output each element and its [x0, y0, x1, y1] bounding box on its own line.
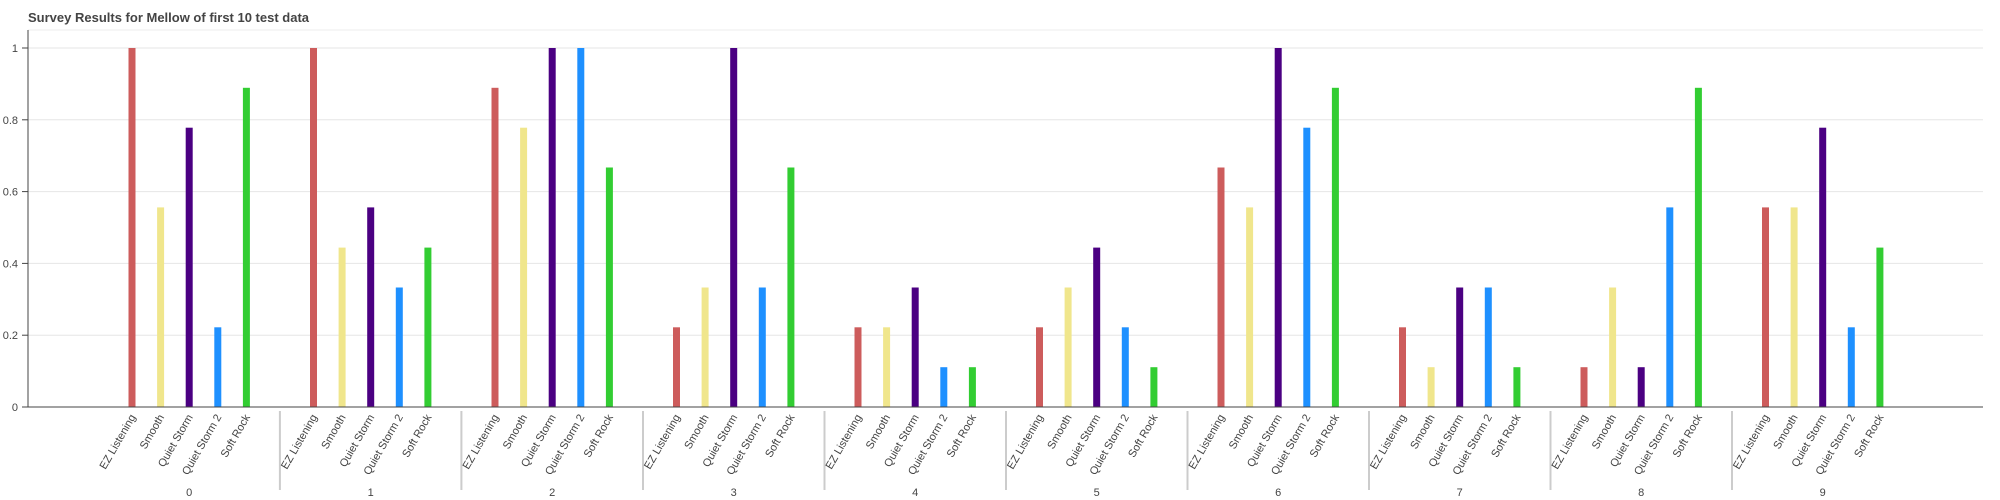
y-tick-label: 0.4: [3, 258, 18, 270]
bar-ez-listening-group-0: [128, 48, 136, 407]
category-label: Smooth: [864, 413, 893, 452]
group-label: 9: [1820, 487, 1826, 499]
category-label: EZ Listening: [824, 413, 865, 472]
group-label: 6: [1275, 487, 1281, 499]
bar-ez-listening-group-3: [673, 327, 680, 407]
category-label: EZ Listening: [642, 413, 683, 472]
bar-ez-listening-group-6: [1217, 167, 1225, 407]
bar-smooth-group-0: [157, 207, 165, 407]
bar-quiet-storm-2-group-3: [758, 287, 766, 407]
group-label: 7: [1457, 487, 1463, 499]
chart-title: Survey Results for Mellow of first 10 te…: [28, 10, 310, 25]
group-label: 8: [1638, 487, 1644, 499]
bar-soft-rock-group-0: [242, 87, 250, 408]
group-label: 0: [186, 487, 192, 499]
bar-quiet-storm-2-group-0: [214, 327, 222, 407]
group-label: 5: [1094, 487, 1100, 499]
category-label: EZ Listening: [1550, 413, 1591, 472]
category-label: Smooth: [1045, 413, 1074, 452]
bar-quiet-storm-group-0: [185, 127, 193, 407]
category-label: EZ Listening: [1731, 413, 1772, 472]
bar-smooth-group-4: [883, 327, 891, 407]
bar-soft-rock-group-7: [1513, 367, 1521, 407]
category-label: EZ Listening: [98, 413, 139, 472]
category-label: EZ Listening: [461, 413, 502, 472]
bar-soft-rock-group-9: [1876, 247, 1884, 407]
y-tick-label: 0.6: [3, 187, 18, 199]
bar-quiet-storm-group-6: [1274, 48, 1282, 407]
bar-quiet-storm-2-group-6: [1303, 127, 1311, 407]
bar-quiet-storm-group-8: [1637, 367, 1645, 407]
group-label: 1: [368, 487, 374, 499]
group-label: 3: [731, 487, 737, 499]
category-label: EZ Listening: [1005, 413, 1046, 472]
bar-quiet-storm-group-3: [730, 48, 738, 407]
bar-quiet-storm-group-9: [1819, 127, 1827, 407]
bar-soft-rock-group-1: [424, 247, 432, 407]
y-tick-label: 0.8: [3, 115, 18, 127]
bar-smooth-group-8: [1609, 287, 1617, 407]
category-label: EZ Listening: [1187, 413, 1228, 472]
y-tick-label: 0.2: [3, 330, 18, 342]
bar-smooth-group-2: [520, 127, 528, 407]
bar-quiet-storm-2-group-9: [1847, 327, 1855, 407]
bar-quiet-storm-2-group-1: [395, 287, 403, 407]
bar-quiet-storm-2-group-4: [940, 367, 948, 407]
bar-quiet-storm-2-group-2: [577, 48, 585, 407]
category-label: Smooth: [1227, 413, 1256, 452]
category-label: Smooth: [138, 413, 167, 452]
grid-lines: [28, 29, 1983, 336]
bar-soft-rock-group-6: [1331, 87, 1339, 408]
bar-ez-listening-group-1: [310, 48, 317, 407]
category-label: EZ Listening: [279, 413, 320, 472]
bar-ez-listening-group-7: [1399, 327, 1406, 407]
category-label: Smooth: [319, 413, 348, 452]
bar-ez-listening-group-5: [1036, 327, 1043, 407]
bar-quiet-storm-group-1: [367, 207, 375, 407]
category-label: EZ Listening: [1368, 413, 1409, 472]
bar-soft-rock-group-5: [1150, 367, 1158, 407]
bar-soft-rock-group-8: [1694, 87, 1702, 408]
category-label: Smooth: [1771, 413, 1800, 452]
bar-quiet-storm-group-2: [548, 48, 556, 407]
axes: [22, 30, 1983, 490]
bar-quiet-storm-group-7: [1456, 287, 1464, 407]
bars: [128, 48, 1884, 408]
bar-quiet-storm-2-group-5: [1121, 327, 1129, 407]
bar-quiet-storm-group-5: [1093, 247, 1101, 407]
bar-soft-rock-group-2: [605, 167, 613, 407]
group-label: 4: [912, 487, 918, 499]
bar-quiet-storm-2-group-8: [1666, 207, 1674, 407]
category-label: Smooth: [501, 413, 530, 452]
category-label: Smooth: [1590, 413, 1619, 452]
y-tick-label: 1: [12, 43, 18, 55]
group-label: 2: [549, 487, 555, 499]
y-tick-label: 0: [12, 402, 18, 414]
bar-ez-listening-group-8: [1580, 367, 1588, 407]
bar-quiet-storm-2-group-7: [1484, 287, 1492, 407]
bar-smooth-group-3: [701, 287, 709, 407]
bar-quiet-storm-group-4: [911, 287, 919, 407]
bar-ez-listening-group-9: [1762, 207, 1769, 407]
bar-soft-rock-group-3: [787, 167, 795, 407]
bar-smooth-group-1: [338, 247, 346, 407]
bar-ez-listening-group-4: [854, 327, 862, 407]
bar-soft-rock-group-4: [968, 367, 976, 407]
category-label: Smooth: [1408, 413, 1437, 452]
bar-smooth-group-6: [1246, 207, 1254, 407]
bar-smooth-group-5: [1064, 287, 1072, 407]
bar-smooth-group-9: [1790, 207, 1798, 407]
bar-smooth-group-7: [1427, 367, 1435, 407]
bar-ez-listening-group-2: [491, 87, 499, 408]
category-label: Smooth: [682, 413, 711, 452]
